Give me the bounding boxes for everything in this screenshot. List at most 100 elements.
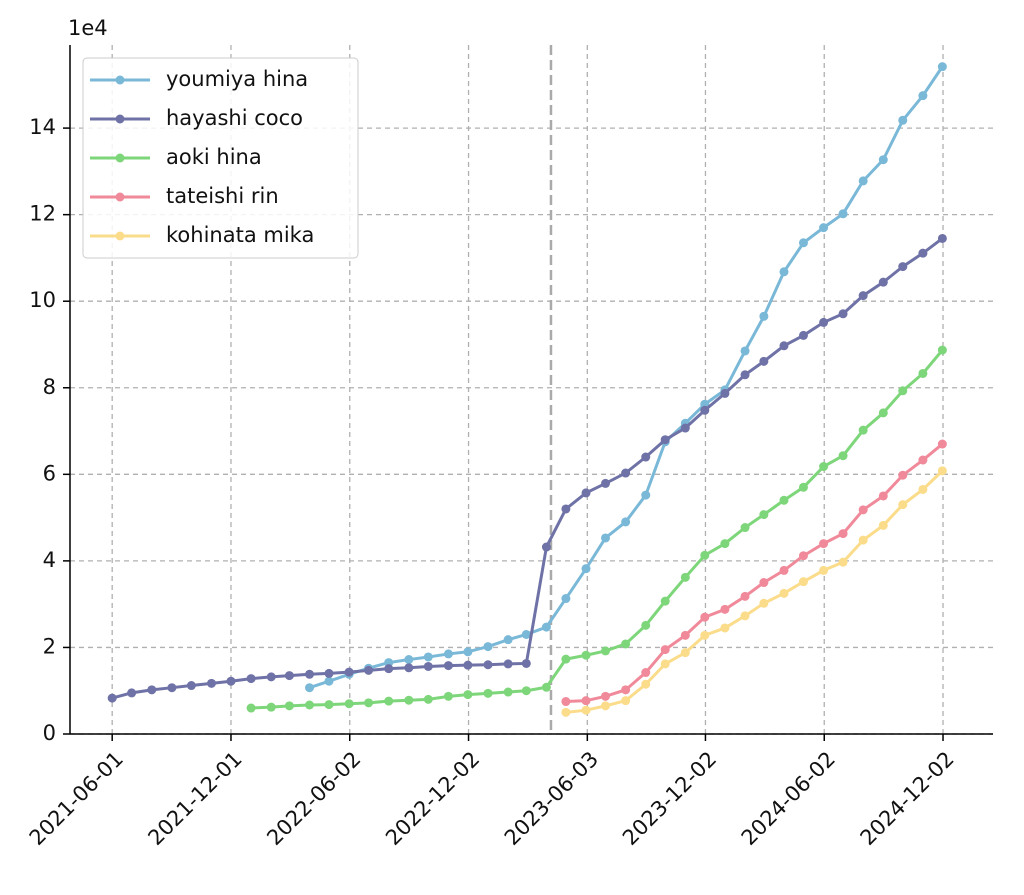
legend-marker <box>115 231 125 241</box>
point <box>660 435 670 445</box>
point <box>898 500 908 510</box>
point <box>404 663 414 673</box>
point <box>600 701 610 711</box>
legend-label: tateishi rin <box>166 184 279 208</box>
point <box>641 679 651 689</box>
point <box>779 267 789 277</box>
point <box>937 233 947 243</box>
point <box>918 368 928 378</box>
x-tick-label: 2022-12-02 <box>381 747 484 850</box>
point <box>641 620 651 630</box>
point <box>680 648 690 658</box>
point <box>503 635 513 645</box>
point <box>503 687 513 697</box>
point <box>641 452 651 462</box>
point <box>423 652 433 662</box>
point <box>798 330 808 340</box>
point <box>581 705 591 715</box>
x-tick-label: 2022-06-02 <box>262 747 365 850</box>
point <box>600 646 610 656</box>
legend-marker <box>115 192 125 202</box>
x-tick-label: 2023-12-02 <box>618 747 721 850</box>
point <box>660 659 670 669</box>
x-tick-label: 2021-12-01 <box>143 747 246 850</box>
point <box>284 671 294 681</box>
point <box>740 370 750 380</box>
point <box>740 523 750 533</box>
point <box>266 702 276 712</box>
point <box>858 505 868 515</box>
point <box>740 591 750 601</box>
point <box>423 661 433 671</box>
point <box>207 678 217 688</box>
point <box>483 660 493 670</box>
point <box>819 565 829 575</box>
point <box>918 248 928 258</box>
point <box>700 405 710 415</box>
point <box>838 557 848 567</box>
point <box>680 423 690 433</box>
point <box>878 491 888 501</box>
point <box>344 667 354 677</box>
point <box>918 91 928 101</box>
point <box>838 309 848 319</box>
point <box>660 645 670 655</box>
point <box>918 484 928 494</box>
point <box>344 699 354 709</box>
point <box>720 388 730 398</box>
point <box>798 551 808 561</box>
point <box>838 529 848 539</box>
point <box>779 588 789 598</box>
point <box>720 604 730 614</box>
point <box>740 346 750 356</box>
point <box>581 650 591 660</box>
point <box>521 658 531 668</box>
point <box>503 659 513 669</box>
point <box>759 510 769 520</box>
legend-label: aoki hina <box>166 145 262 169</box>
point <box>541 622 551 632</box>
point <box>443 649 453 659</box>
y-tick-label: 14 <box>29 115 56 139</box>
point <box>246 674 256 684</box>
point <box>740 611 750 621</box>
y-tick-label: 4 <box>43 548 56 572</box>
point <box>878 520 888 530</box>
point <box>324 676 334 686</box>
point <box>918 455 928 465</box>
y-tick-label: 10 <box>29 288 56 312</box>
point <box>324 700 334 710</box>
point <box>186 681 196 691</box>
series-line <box>111 237 944 700</box>
point <box>483 642 493 652</box>
point <box>581 564 591 574</box>
point <box>305 669 315 679</box>
point <box>898 386 908 396</box>
series-line <box>251 349 944 710</box>
point <box>819 317 829 327</box>
series-line <box>565 469 944 714</box>
point <box>284 701 294 711</box>
point <box>779 565 789 575</box>
point <box>621 639 631 649</box>
point <box>779 341 789 351</box>
point <box>898 262 908 272</box>
point <box>898 115 908 125</box>
point <box>819 462 829 472</box>
point <box>483 688 493 698</box>
point <box>798 238 808 248</box>
point <box>720 623 730 633</box>
point <box>600 691 610 701</box>
x-tick-label: 2024-06-02 <box>737 747 840 850</box>
point <box>937 345 947 355</box>
point <box>561 654 571 664</box>
y-tick-label: 0 <box>43 721 56 745</box>
point <box>621 696 631 706</box>
point <box>621 685 631 695</box>
point <box>404 655 414 665</box>
point <box>798 482 808 492</box>
x-tick-label: 2021-06-01 <box>25 747 128 850</box>
point <box>680 630 690 640</box>
point <box>937 62 947 72</box>
